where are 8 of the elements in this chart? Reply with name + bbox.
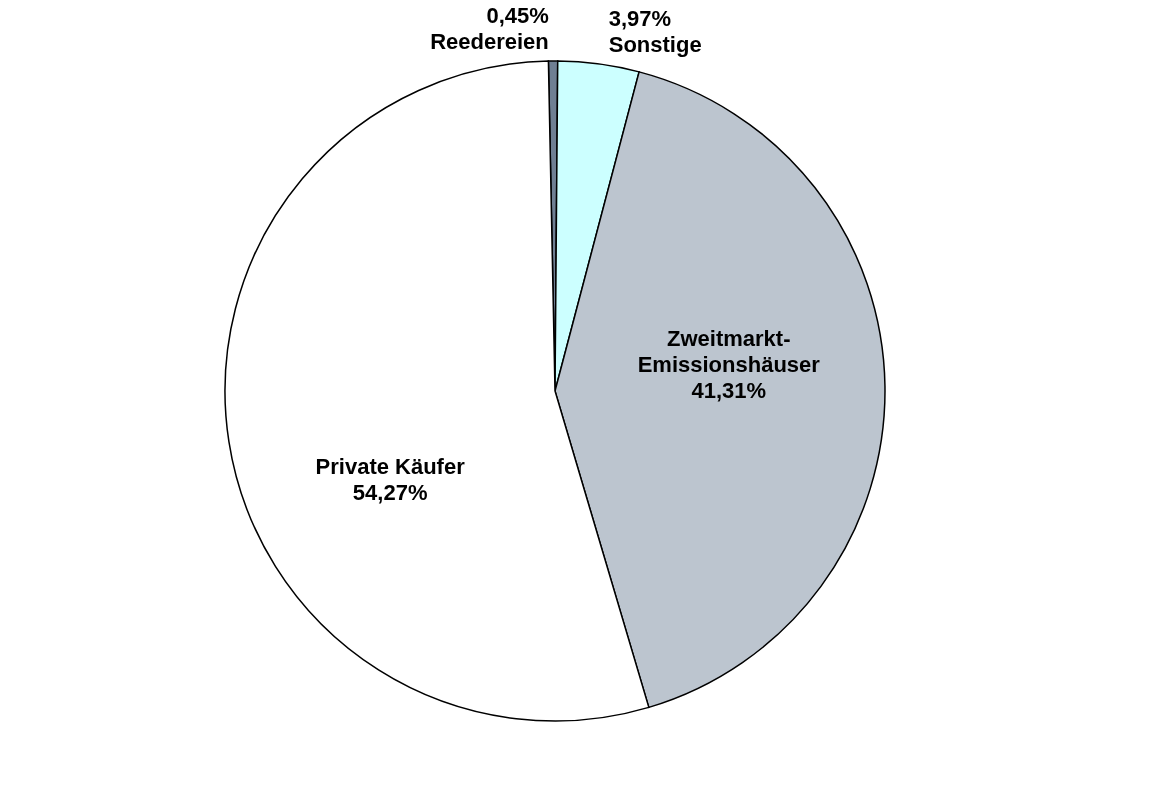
- slice-label: Reedereien: [430, 29, 549, 55]
- slice-label: Zweitmarkt-Emissionshäuser: [637, 325, 821, 377]
- data-label: 0,45%: [486, 3, 549, 29]
- data-label: 41,31%: [691, 377, 767, 403]
- data-label: 3,97%: [608, 6, 672, 32]
- slice-label: Sonstige: [608, 32, 702, 58]
- data-label: 54,27%: [352, 479, 428, 505]
- slice-label: Private Käufer: [315, 453, 466, 479]
